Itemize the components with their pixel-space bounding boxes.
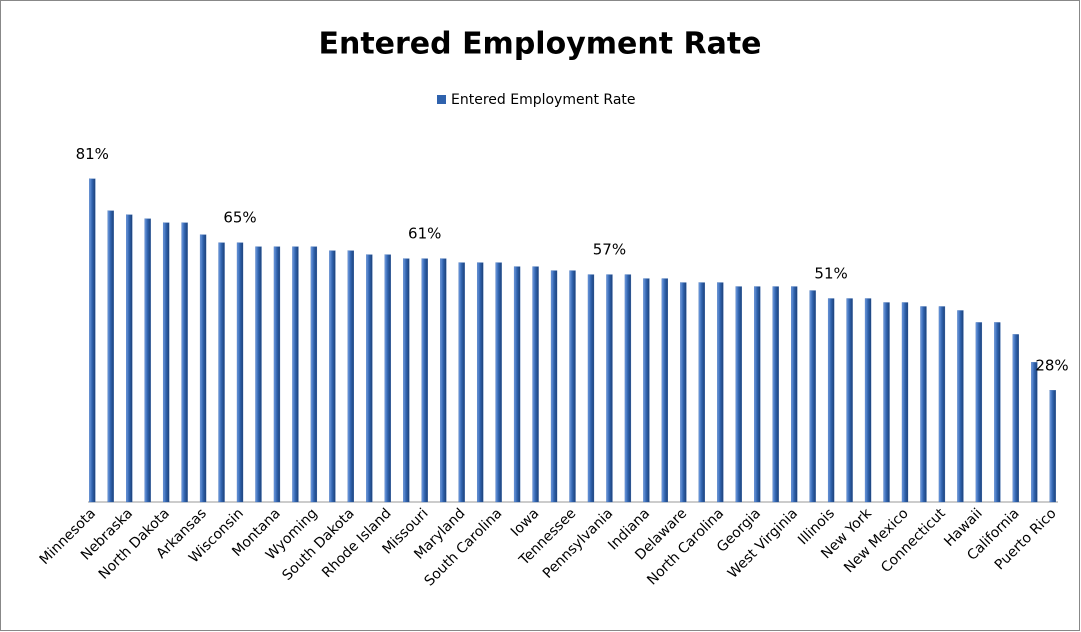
bar: [883, 302, 890, 503]
bar: [957, 310, 964, 503]
bar: [717, 282, 724, 503]
bar: [1049, 390, 1056, 503]
bar: [366, 254, 373, 503]
bar: [384, 254, 391, 503]
bar: [846, 298, 853, 503]
data-label: 57%: [593, 241, 626, 259]
data-label: 81%: [76, 145, 109, 163]
bar: [735, 286, 742, 503]
bar: [421, 258, 428, 503]
data-label: 51%: [814, 265, 847, 283]
bar: [532, 266, 539, 503]
bar: [347, 250, 354, 503]
bar: [126, 214, 133, 503]
bar: [1031, 362, 1038, 503]
bar: [273, 246, 281, 503]
bar: [89, 178, 96, 503]
bar: [162, 222, 170, 503]
bar: [310, 246, 318, 503]
bar: [901, 302, 909, 503]
chart-title: Entered Employment Rate: [318, 27, 761, 62]
bar: [864, 298, 872, 503]
bar: [772, 286, 779, 503]
bar: [513, 266, 521, 503]
bar: [218, 242, 225, 503]
bar: [624, 274, 632, 503]
legend-swatch: [437, 95, 446, 104]
bar: [920, 306, 927, 503]
bar: [569, 270, 576, 503]
data-label: 61%: [408, 225, 441, 243]
bar: [809, 290, 816, 503]
bar: [440, 258, 447, 503]
bar: [754, 286, 761, 503]
bar: [606, 274, 613, 503]
data-label: 28%: [1035, 356, 1068, 374]
bar: [661, 278, 669, 503]
bar: [827, 298, 835, 503]
bar: [236, 242, 244, 503]
bar: [199, 234, 207, 503]
bar: [791, 286, 798, 503]
bar: [1012, 334, 1019, 503]
bar: [680, 282, 687, 503]
bar: [292, 246, 299, 503]
bar: [403, 258, 410, 503]
bar: [698, 282, 705, 503]
legend-label: Entered Employment Rate: [451, 92, 636, 108]
bar: [181, 222, 188, 503]
bar: [643, 278, 650, 503]
bar: [587, 274, 595, 503]
bar: [938, 306, 946, 503]
bar: [975, 322, 983, 503]
data-label: 65%: [223, 209, 256, 227]
bar: [495, 262, 502, 503]
bar: [107, 210, 114, 503]
bar: [476, 262, 484, 503]
bar: [994, 322, 1001, 503]
bar: [550, 270, 558, 503]
bar: [458, 262, 465, 503]
bar: [255, 246, 262, 503]
bar: [144, 218, 151, 503]
bar: [329, 250, 336, 503]
